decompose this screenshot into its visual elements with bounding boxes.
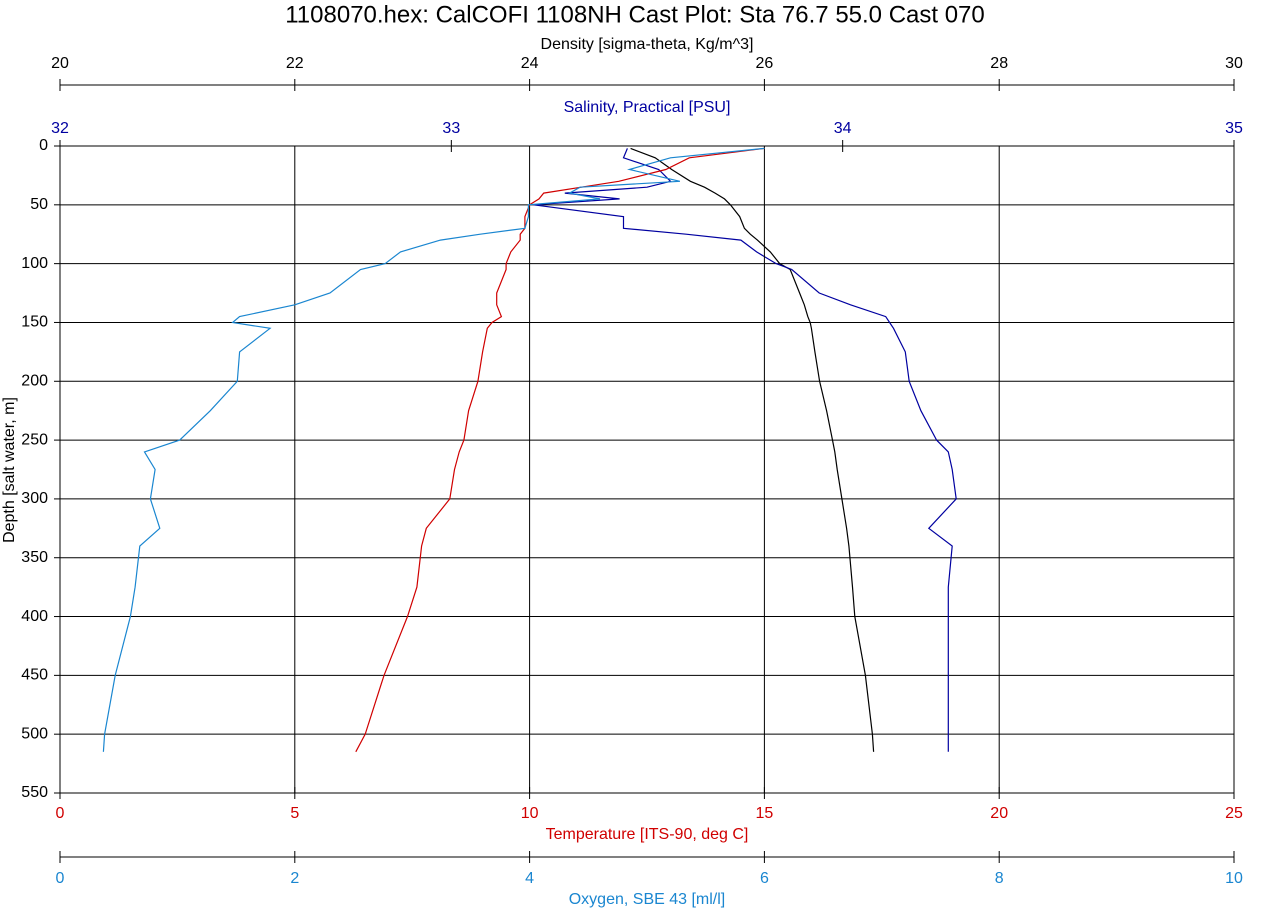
x-tick-label: 6 — [760, 870, 769, 887]
x-tick-label: 5 — [290, 805, 299, 822]
y-tick-label: 250 — [21, 431, 48, 448]
x-axis-title: Salinity, Practical [PSU] — [564, 99, 731, 116]
x-axis-title: Oxygen, SBE 43 [ml/l] — [569, 891, 726, 908]
x-tick-label: 20 — [990, 805, 1008, 822]
x-axis-title: Density [sigma-theta, Kg/m^3] — [541, 36, 754, 53]
y-tick-label: 500 — [21, 725, 48, 742]
x-tick-label: 28 — [990, 55, 1008, 72]
x-tick-label: 25 — [1225, 805, 1243, 822]
x-axis-title: Temperature [ITS-90, deg C] — [546, 826, 749, 843]
y-axis-title: Depth [salt water, m] — [1, 397, 18, 543]
y-tick-label: 300 — [21, 490, 48, 507]
plot-frame — [59, 145, 1235, 794]
profile-line — [630, 147, 875, 752]
x-tick-label: 15 — [756, 805, 774, 822]
x-tick-label: 22 — [286, 55, 304, 72]
y-tick-label: 450 — [21, 667, 48, 684]
y-tick-label: 550 — [21, 784, 48, 801]
profile-line — [355, 147, 765, 753]
y-tick-label: 400 — [21, 608, 48, 625]
y-tick-label: 350 — [21, 549, 48, 566]
x-tick-label: 33 — [442, 120, 460, 137]
x-tick-label: 32 — [51, 120, 69, 137]
x-tick-label: 35 — [1225, 120, 1243, 137]
y-tick-label: 0 — [39, 137, 48, 154]
profile-line — [102, 147, 765, 752]
x-tick-label: 30 — [1225, 55, 1243, 72]
x-tick-label: 10 — [1225, 870, 1243, 887]
x-tick-label: 24 — [521, 55, 539, 72]
x-tick-label: 0 — [56, 870, 65, 887]
x-tick-label: 20 — [51, 55, 69, 72]
x-tick-label: 0 — [56, 805, 65, 822]
y-tick-label: 150 — [21, 314, 48, 331]
x-tick-label: 8 — [995, 870, 1004, 887]
x-tick-label: 2 — [290, 870, 299, 887]
profile-line — [533, 148, 957, 752]
y-tick-label: 50 — [30, 196, 48, 213]
x-tick-label: 34 — [834, 120, 852, 137]
x-tick-label: 26 — [756, 55, 774, 72]
x-tick-label: 4 — [525, 870, 534, 887]
y-tick-label: 200 — [21, 372, 48, 389]
chart-title: 1108070.hex: CalCOFI 1108NH Cast Plot: S… — [285, 1, 985, 28]
y-tick-label: 100 — [21, 255, 48, 272]
x-tick-label: 10 — [521, 805, 539, 822]
